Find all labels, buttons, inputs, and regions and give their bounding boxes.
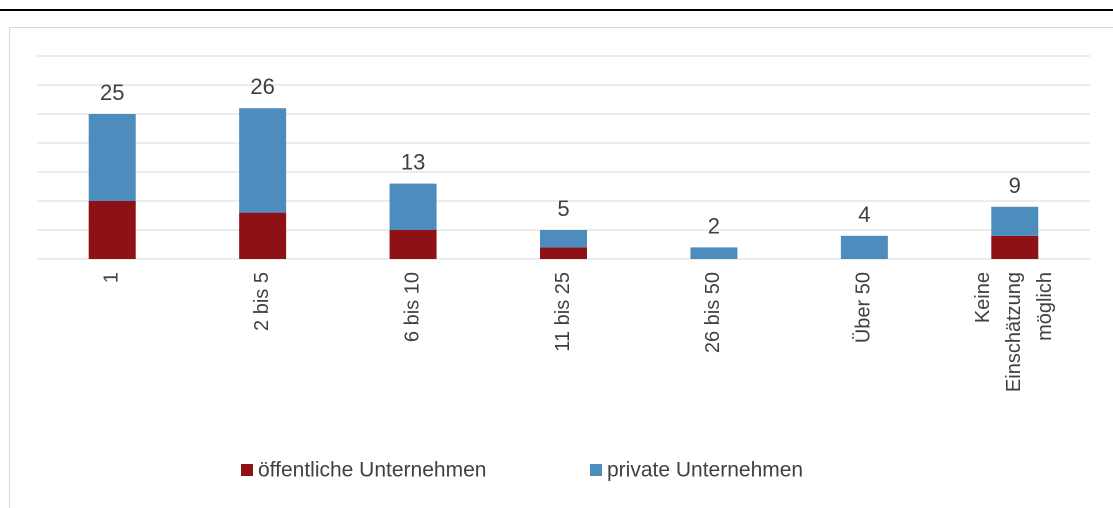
total-label: 26 <box>250 74 274 99</box>
total-label: 4 <box>858 202 870 227</box>
bar-segment <box>690 247 738 259</box>
bar-segment <box>239 212 287 259</box>
x-tick-label: Keine Einschätzung möglich <box>972 272 1056 392</box>
legend-swatch <box>241 464 253 476</box>
x-tick-label: 6 bis 10 <box>401 272 423 342</box>
total-label: 9 <box>1009 173 1021 198</box>
bar-segment <box>88 201 136 259</box>
bar-segment <box>239 108 287 213</box>
total-label: 25 <box>100 80 124 105</box>
x-tick-label: 11 bis 25 <box>552 272 574 352</box>
legend-label: private Unternehmen <box>607 459 803 482</box>
total-label: 2 <box>708 213 720 238</box>
bar-segment <box>540 230 587 248</box>
total-label: 5 <box>557 196 569 221</box>
x-tick-label: 2 bis 5 <box>251 272 273 331</box>
bar-segment <box>840 235 888 259</box>
bar-segment <box>389 230 437 259</box>
bar-segment <box>991 206 1039 236</box>
bar-segment <box>540 247 587 259</box>
x-tick-label: Über 50 <box>853 272 875 343</box>
bar-segment <box>389 183 437 230</box>
x-tick-label: 26 bis 50 <box>702 272 724 353</box>
chart-frame <box>9 27 1113 508</box>
legend-label: öffentliche Unternehmen <box>258 459 486 482</box>
total-label: 13 <box>401 150 425 175</box>
x-tick-label: 1 <box>100 272 122 283</box>
bar-segment <box>991 235 1039 259</box>
legend-swatch <box>590 464 602 476</box>
bar-segment <box>88 114 136 201</box>
